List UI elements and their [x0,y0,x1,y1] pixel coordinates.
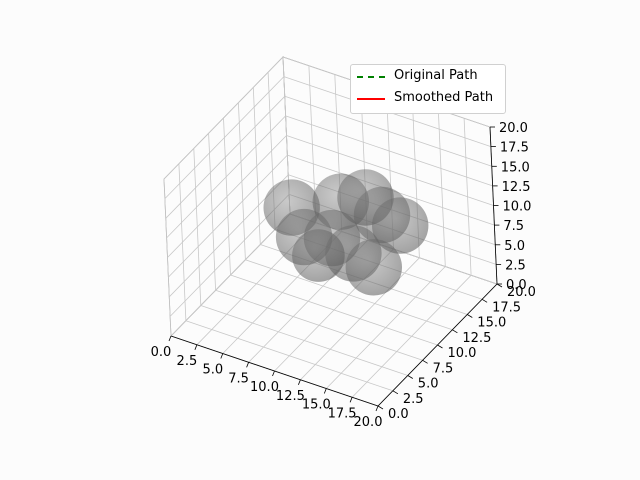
grid-line-z-leftwall-6 [165,96,286,219]
y-tick-3 [422,359,428,364]
x-tick-7 [349,397,353,403]
grid-line-z-leftwall-3 [168,154,288,278]
x-tick-label-7: 17.5 [328,406,357,421]
x-tick-label-3: 7.5 [228,371,249,386]
z-tick-label-0: 0.0 [506,278,527,293]
z-tick-label-4: 10.0 [503,200,532,215]
z-tick-label-1: 2.5 [505,258,526,273]
z-tick-label-6: 15.0 [501,160,530,175]
legend-swatch-smoothed [357,98,385,100]
x-tick-5 [298,379,301,385]
obstacle-sphere-5 [372,197,429,254]
obstacle-sphere-8 [345,239,402,296]
x-tick-label-5: 12.5 [276,389,305,404]
x-tick-label-0: 0.0 [151,345,172,360]
y-tick-label-5: 12.5 [462,331,491,346]
y-tick-label-6: 15.0 [477,316,506,331]
x-tick-label-8: 20.0 [354,415,383,430]
grid-line-z-leftwall-0 [170,213,291,337]
z-tick-label-8: 20.0 [499,121,528,136]
y-tick-0 [377,405,384,410]
x-tick-label-1: 2.5 [177,354,198,369]
legend-entry-original: Original Path [351,67,505,87]
x-tick-label-2: 5.0 [202,363,223,378]
grid-line-z-leftwall-4 [167,135,287,258]
grid-line-y-floor-3 [215,289,423,361]
legend-swatch-original [357,76,385,78]
grid-line-y-floor-5 [245,259,453,331]
x-tick-label-6: 15.0 [302,398,331,413]
legend: Original Path Smoothed Path [350,64,506,114]
grid-line-z-leftwall-7 [164,76,285,199]
z-tick-label-3: 7.5 [503,219,524,234]
y-tick-label-2: 5.0 [418,377,439,392]
y-tick-label-3: 7.5 [433,361,454,376]
x-tick-label-4: 10.0 [250,380,279,395]
x-tick-2 [220,353,224,359]
y-tick-label-0: 0.0 [388,407,409,422]
y-tick-6 [467,314,473,318]
x-tick-6 [323,388,327,394]
legend-label-original: Original Path [394,68,478,83]
y-tick-8 [496,283,503,288]
y-tick-label-4: 10.0 [448,346,477,361]
obstacle-sphere-9 [292,229,345,282]
y-tick-label-1: 2.5 [403,392,424,407]
grid-line-z-leftwall-8 [163,56,284,180]
x-tick-8 [375,405,379,412]
y-tick-2 [407,375,414,379]
grid-line-z-backwall-6 [284,95,492,167]
grid-line-y-floor-4 [230,274,438,346]
y-tick-1 [392,390,399,395]
legend-entry-smoothed: Smoothed Path [351,89,505,109]
legend-label-smoothed: Smoothed Path [394,90,494,105]
x-tick-0 [168,335,172,342]
grid-line-y-floor-2 [200,305,408,376]
grid-line-y-floor-1 [185,320,394,392]
z-tick-label-5: 12.5 [502,180,531,195]
y-tick-5 [452,329,458,334]
y-tick-label-7: 17.5 [492,300,521,315]
grid-line-z-backwall-5 [285,115,493,187]
grid-line-z-leftwall-5 [166,115,286,239]
x-tick-1 [194,344,198,350]
y-tick-4 [437,344,443,349]
z-tick-label-2: 5.0 [504,239,525,254]
grid-line-z-backwall-4 [286,135,494,206]
y-tick-7 [481,298,488,303]
x-tick-4 [272,370,275,377]
z-tick-label-7: 17.5 [500,141,529,156]
y-tick-label-8: 20.0 [507,285,536,300]
x-tick-3 [246,362,249,368]
